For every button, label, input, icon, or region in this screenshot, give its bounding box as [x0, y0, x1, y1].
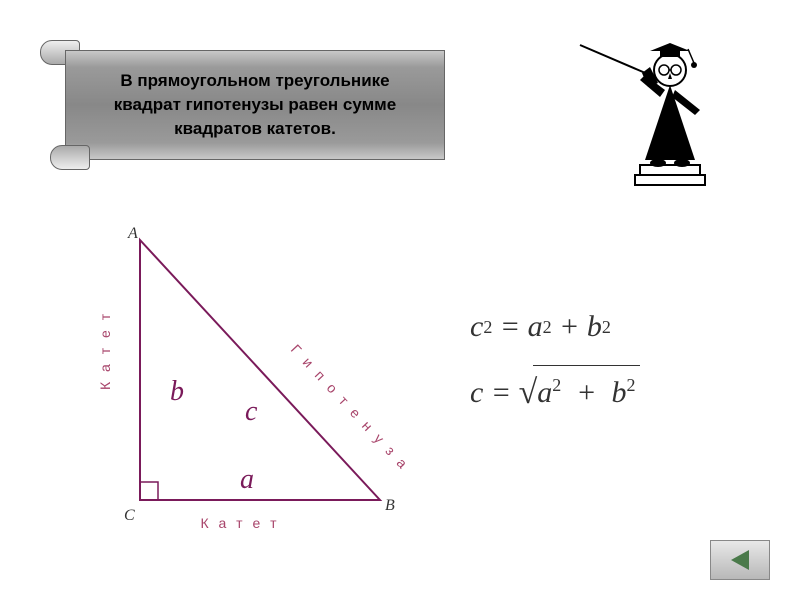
formula-1: c2 = a2 + b2 — [470, 300, 730, 354]
f1-a: a — [528, 300, 543, 354]
f2-c: c — [470, 366, 483, 420]
leg-a-role: К а т е т — [200, 515, 279, 531]
formula-2: c = √ a2 + b2 — [470, 362, 730, 423]
f2-eq: = — [483, 366, 518, 420]
arrow-left-icon — [731, 550, 749, 570]
leg-b-role: К а т е т — [97, 311, 113, 390]
sqrt-content: a2 + b2 — [533, 365, 639, 420]
f1-b-exp: 2 — [602, 311, 611, 343]
f2-b-exp: 2 — [627, 375, 636, 395]
triangle-diagram: A B C b c a К а т е т К а т е т Г и п о … — [80, 220, 420, 550]
theorem-banner: В прямоугольном треугольнике квадрат гип… — [40, 40, 470, 170]
f1-plus: + — [552, 300, 587, 354]
f1-c-exp: 2 — [483, 311, 492, 343]
scroll-body: В прямоугольном треугольнике квадрат гип… — [65, 50, 445, 160]
f1-c: c — [470, 300, 483, 354]
f1-a-exp: 2 — [543, 311, 552, 343]
f2-a: a — [537, 376, 552, 409]
f2-plus: + — [569, 376, 604, 409]
side-b-label: b — [170, 376, 184, 407]
f2-a-exp: 2 — [552, 375, 561, 395]
f2-b: b — [612, 376, 627, 409]
f1-eq: = — [492, 300, 527, 354]
vertex-c-label: C — [124, 507, 135, 524]
scroll-curl-bottom — [50, 145, 90, 170]
professor-icon — [570, 15, 750, 195]
formula-block: c2 = a2 + b2 c = √ a2 + b2 — [470, 300, 730, 431]
theorem-text: В прямоугольном треугольнике квадрат гип… — [86, 69, 424, 140]
hypotenuse-role: Г и п о т е н у з а — [288, 341, 413, 473]
f1-b: b — [587, 300, 602, 354]
nav-back-button[interactable] — [710, 540, 770, 580]
side-c-label: c — [245, 396, 258, 427]
side-a-label: a — [240, 464, 254, 495]
vertex-b-label: B — [385, 497, 395, 514]
vertex-a-label: A — [127, 225, 138, 242]
